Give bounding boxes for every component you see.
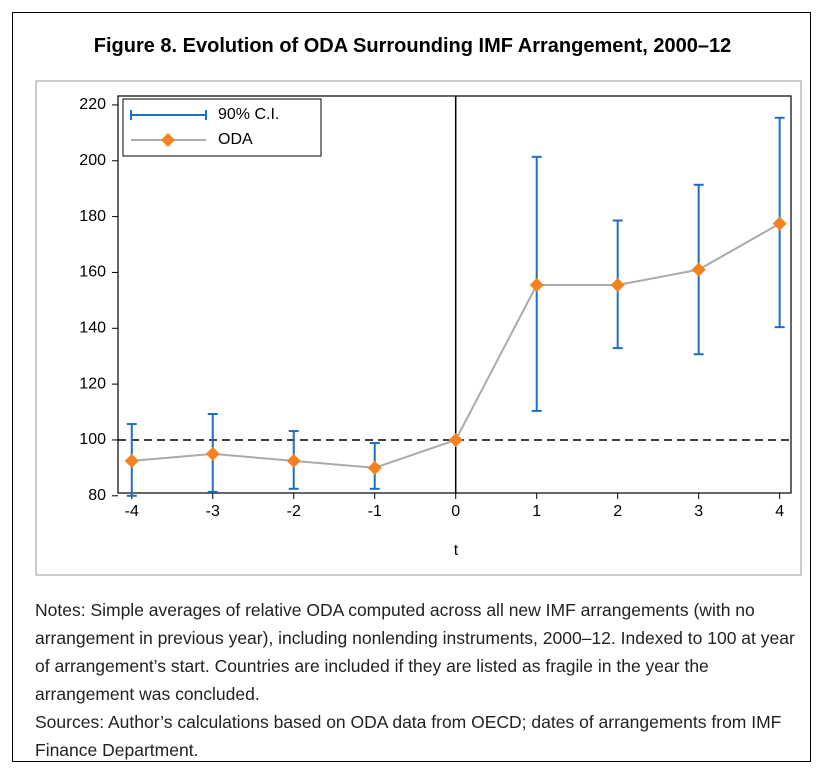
- oda-marker: [124, 453, 139, 468]
- y-tick-label: 100: [79, 431, 106, 448]
- oda-marker: [691, 262, 706, 277]
- x-tick-label: 4: [775, 503, 784, 520]
- x-tick-label: 0: [451, 503, 460, 520]
- oda-marker: [529, 278, 544, 293]
- x-tick-label: -2: [287, 503, 301, 520]
- oda-marker: [205, 446, 220, 461]
- x-tick-label: -1: [368, 503, 382, 520]
- x-axis-label: t: [454, 542, 459, 559]
- oda-marker: [772, 216, 787, 231]
- y-tick-label: 120: [79, 375, 106, 392]
- figure-frame: Figure 8. Evolution of ODA Surrounding I…: [12, 12, 811, 762]
- legend-label: ODA: [218, 131, 253, 148]
- chart: t 80 100 120 140 160 180 200 220 -4 -3 -2 -1 0 1 2 3 4 90…: [35, 80, 802, 576]
- oda-marker: [448, 432, 463, 447]
- legend-box: [122, 98, 322, 157]
- oda-marker: [286, 453, 301, 468]
- chart-panel: [35, 80, 802, 576]
- x-tick-label: -4: [125, 503, 139, 520]
- x-tick-label: 1: [532, 503, 541, 520]
- notes: Notes: Simple averages of relative ODA c…: [35, 596, 805, 764]
- legend-symbol: [161, 133, 175, 147]
- y-tick-label: 200: [79, 152, 106, 169]
- plot-area: [117, 95, 792, 494]
- legend-label: 90% C.I.: [218, 106, 279, 123]
- y-tick-label: 180: [79, 208, 106, 225]
- x-tick-label: 2: [613, 503, 622, 520]
- sources-text: Sources: Author’s calculations based on …: [35, 712, 782, 760]
- x-tick-label: 3: [694, 503, 703, 520]
- notes-text: Notes: Simple averages of relative ODA c…: [35, 600, 795, 704]
- figure-title: Figure 8. Evolution of ODA Surrounding I…: [93, 35, 732, 57]
- oda-marker: [610, 278, 625, 293]
- oda-marker: [367, 460, 382, 475]
- x-tick-label: -3: [206, 503, 220, 520]
- y-tick-label: 220: [79, 96, 106, 113]
- y-tick-label: 160: [79, 264, 106, 281]
- y-tick-label: 140: [79, 320, 106, 337]
- y-tick-label: 80: [88, 487, 106, 504]
